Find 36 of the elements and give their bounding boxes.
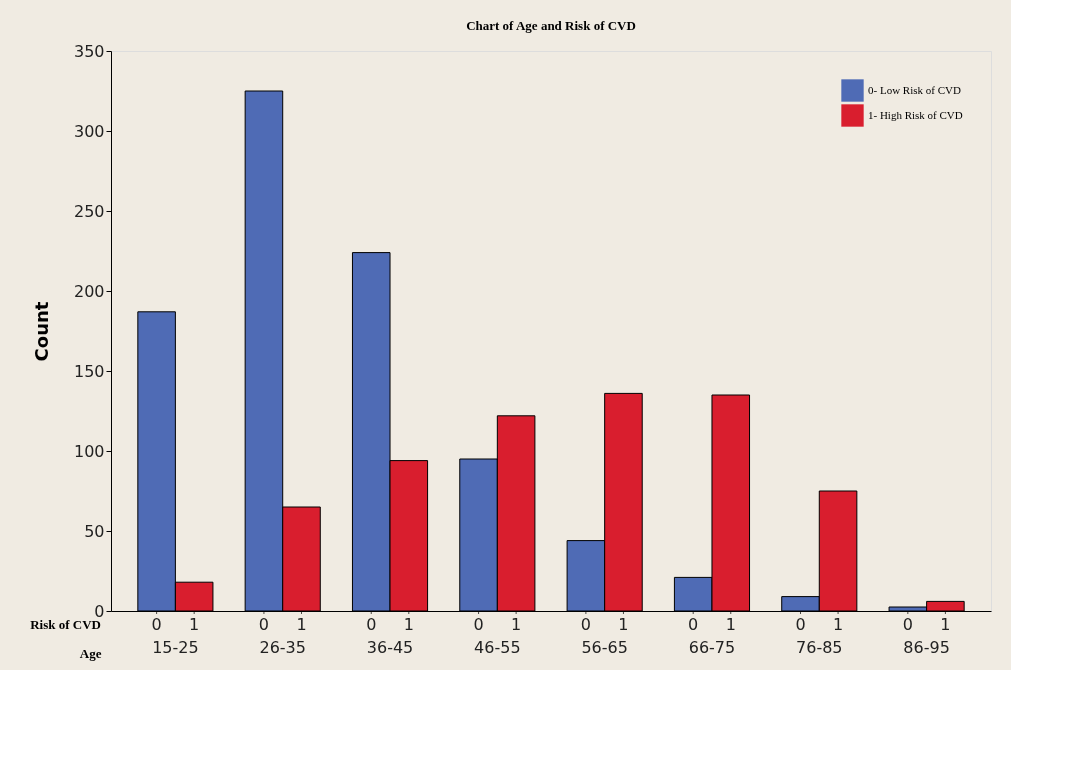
text: 1 [403, 615, 414, 634]
x-tick-label: 26-35 [259, 637, 306, 657]
text: 0 [151, 615, 162, 634]
legend-label: 1- High Risk of CVD [868, 108, 963, 121]
x-tick-label: 76-85 [796, 637, 843, 657]
text: 0 [580, 615, 591, 634]
text: 1 [296, 615, 307, 634]
text: 0 [473, 615, 484, 634]
text: 1 [511, 615, 522, 634]
text: 0 [366, 615, 377, 634]
text: 0 [258, 615, 270, 634]
y-tick-label: 350 [73, 41, 105, 61]
x-tick-label: 66-75 [688, 637, 736, 657]
y-tick-label: 200 [73, 281, 105, 301]
y-tick-label: 250 [73, 201, 105, 221]
x-tick-label: 15-25 [152, 637, 199, 657]
y-tick-label: 50 [84, 521, 105, 541]
text: 1 [618, 615, 629, 634]
y-tick-label: 100 [73, 441, 105, 461]
text: 0 [688, 615, 699, 634]
y-tick-label: 150 [73, 361, 105, 381]
chart-title: Chart of Age and Risk of CVD [466, 18, 636, 33]
x-tick-label: 46-55 [474, 637, 521, 657]
x-tick-label: 56-65 [581, 637, 628, 657]
y-axis-title: Count [30, 301, 52, 362]
legend-label: 0- Low Risk of CVD [868, 83, 961, 96]
text: 1 [189, 615, 200, 634]
text: 0 [902, 615, 913, 634]
text: 1 [832, 615, 844, 634]
x-axis-title: Age [79, 645, 102, 661]
x-tick-label: 86-95 [903, 637, 950, 657]
x-tick-label: 36-45 [366, 637, 414, 657]
text: 1 [725, 615, 736, 634]
y-tick-label: 300 [73, 121, 105, 141]
text: 0 [795, 615, 806, 634]
text: 1 [940, 615, 951, 634]
